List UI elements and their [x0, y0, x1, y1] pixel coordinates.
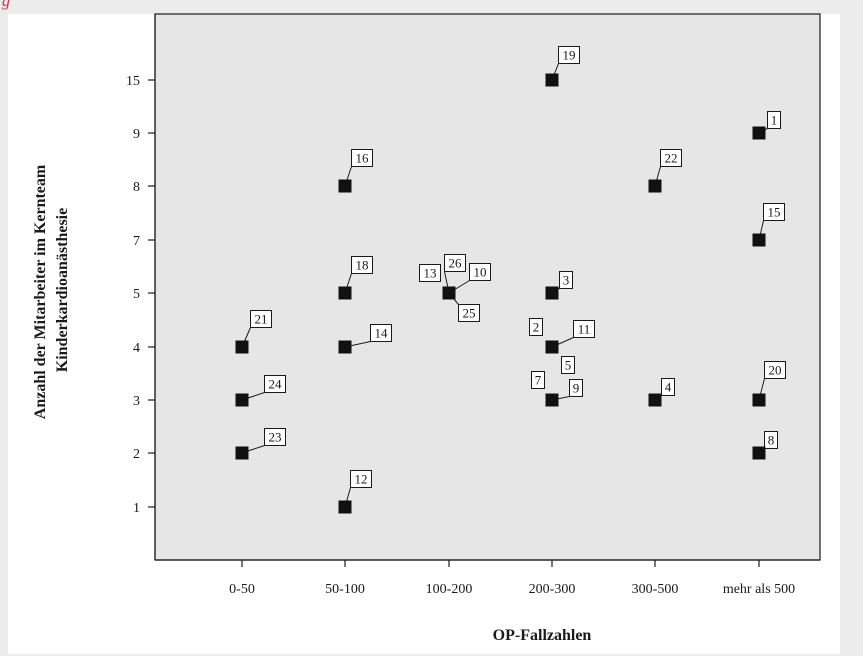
x-tick-label: 300-500 [632, 582, 679, 597]
point-label: 24 [269, 377, 283, 392]
point-label-box [370, 324, 392, 342]
x-axis-ticks: 0-50 50-100 100-200 200-300 300-500 mehr als … [229, 560, 795, 597]
point-label-box [250, 310, 272, 328]
point-label-box [351, 256, 373, 274]
point-label-box [419, 264, 441, 282]
point-label: 5 [565, 358, 572, 373]
point-label: 13 [424, 266, 437, 281]
y-axis-title: Anzahl der Mitarbeiter im Kernteam Kinde… [32, 161, 71, 419]
point-label-box [264, 428, 286, 446]
y-tick-label: 15 [126, 74, 140, 89]
point-label-box [444, 254, 466, 272]
point-label: 25 [463, 306, 476, 321]
point-label: 18 [356, 258, 369, 273]
caption-text: g [2, 0, 10, 10]
point-label: 8 [768, 433, 775, 448]
data-point-marker [648, 179, 662, 193]
data-point-marker [338, 286, 352, 300]
caption-fragment: g [0, 0, 120, 14]
point-label: 12 [355, 472, 368, 487]
data-point-marker [648, 393, 662, 407]
point-label: 16 [356, 151, 370, 166]
point-label: 3 [563, 273, 570, 288]
point-label-box [569, 379, 583, 397]
point-label: 15 [768, 205, 781, 220]
data-point-marker [752, 233, 766, 247]
data-point-marker [338, 500, 352, 514]
point-label-box [558, 46, 580, 64]
point-label-box [529, 318, 543, 336]
point-label-box [763, 203, 785, 221]
x-tick-label: 100-200 [426, 582, 473, 597]
y-tick-label: 8 [133, 180, 140, 195]
data-point-marker [235, 340, 249, 354]
point-label: 21 [255, 312, 268, 327]
y-tick-label: 2 [133, 447, 140, 462]
point-label-box [573, 320, 595, 338]
y-axis-title-line-1: Anzahl der Mitarbeiter im Kernteam [32, 164, 49, 419]
point-label: 19 [563, 48, 576, 63]
point-label: 20 [769, 363, 782, 378]
x-axis-title: OP-Fallzahlen [493, 627, 592, 644]
data-point-marker [338, 340, 352, 354]
y-tick-label: 5 [133, 287, 140, 302]
point-label-box [767, 111, 781, 129]
point-label: 7 [535, 373, 542, 388]
y-axis-ticks: 1 2 3 4 5 7 8 9 15 [126, 74, 155, 516]
point-label: 9 [573, 381, 580, 396]
y-axis-title-line-2: Kinderkardioanästhesie [54, 208, 71, 372]
data-point-marker [338, 179, 352, 193]
plot-area [154, 13, 821, 561]
point-label: 11 [578, 322, 591, 337]
point-label-box [350, 470, 372, 488]
data-point-marker [545, 340, 559, 354]
point-label-box [764, 361, 786, 379]
x-tick-label: 50-100 [325, 582, 365, 597]
point-label: 14 [375, 326, 389, 341]
y-tick-label: 9 [133, 127, 140, 142]
point-label-box [559, 271, 573, 289]
x-tick-label: 200-300 [529, 582, 576, 597]
y-tick-label: 4 [133, 341, 140, 356]
point-label-box [458, 304, 480, 322]
point-label-box [351, 149, 373, 167]
x-tick-label: 0-50 [229, 582, 255, 597]
point-label-box [264, 375, 286, 393]
point-label-box [469, 263, 491, 281]
y-tick-label: 7 [133, 234, 140, 249]
data-point-marker [545, 73, 559, 87]
data-point-marker [545, 393, 559, 407]
data-point-marker [752, 446, 766, 460]
point-label: 23 [269, 430, 282, 445]
point-label: 1 [771, 113, 778, 128]
data-point-marker [235, 393, 249, 407]
point-label: 22 [665, 151, 678, 166]
y-tick-label: 1 [133, 501, 140, 516]
point-label: 4 [665, 380, 672, 395]
point-label: 26 [449, 256, 463, 271]
data-point-marker [545, 286, 559, 300]
point-label-box [660, 149, 682, 167]
data-point-marker [752, 126, 766, 140]
point-label-box [661, 378, 675, 396]
point-label: 2 [533, 320, 540, 335]
point-label-box [561, 356, 575, 374]
data-point-marker [235, 446, 249, 460]
point-label-box [764, 431, 778, 449]
x-tick-label: mehr als 500 [723, 582, 795, 597]
data-point-marker [442, 286, 456, 300]
point-label: 10 [474, 265, 487, 280]
data-point-marker [752, 393, 766, 407]
point-label-box [531, 371, 545, 389]
y-tick-label: 3 [133, 394, 140, 409]
